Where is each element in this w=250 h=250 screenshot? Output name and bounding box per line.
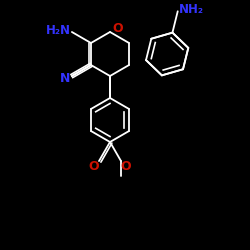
Text: O: O [121,160,131,172]
Text: N: N [60,72,70,85]
Text: O: O [89,160,99,172]
Text: H₂N: H₂N [46,24,70,36]
Text: O: O [113,22,123,36]
Text: NH₂: NH₂ [179,3,204,16]
